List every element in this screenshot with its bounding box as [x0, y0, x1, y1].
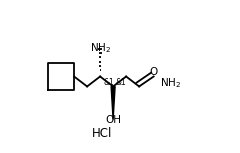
Text: NH$_2$: NH$_2$: [160, 76, 181, 90]
Text: &1: &1: [103, 78, 114, 87]
Text: NH$_2$: NH$_2$: [90, 41, 111, 55]
Text: OH: OH: [105, 115, 121, 125]
Text: &1: &1: [116, 78, 126, 87]
Text: HCl: HCl: [91, 127, 112, 140]
Text: O: O: [150, 67, 158, 76]
Polygon shape: [111, 86, 115, 119]
